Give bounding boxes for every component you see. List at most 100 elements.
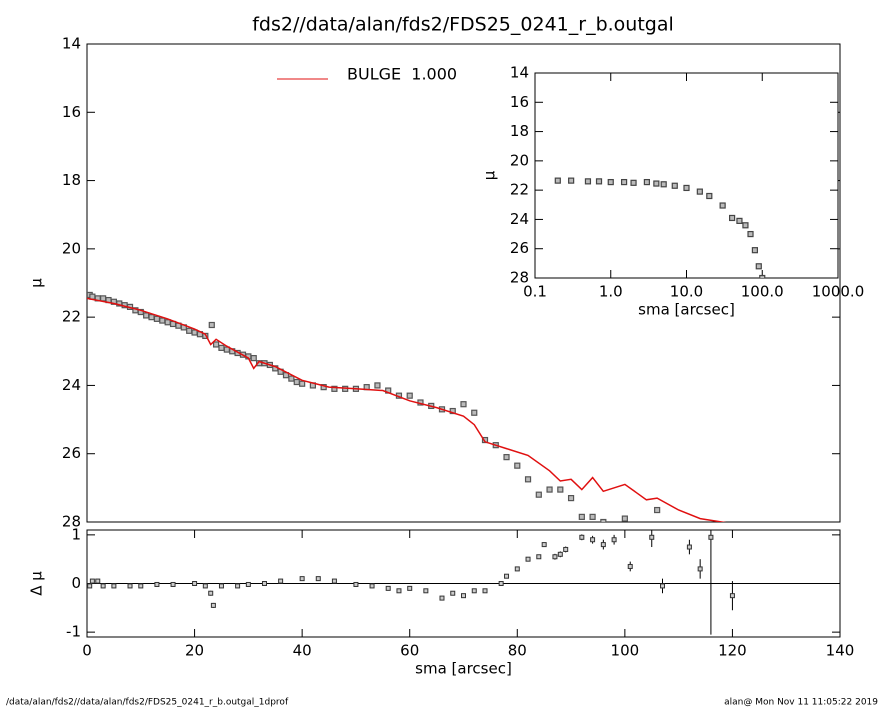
data-point: [504, 573, 510, 579]
data-point: [595, 178, 603, 185]
data-point: [568, 177, 575, 184]
data-point: [396, 588, 402, 594]
data-point: [525, 556, 531, 562]
data-point: [164, 319, 171, 326]
x-tick-label: 100.0: [741, 283, 784, 301]
y-tick-label: 20: [510, 151, 529, 169]
data-point: [524, 476, 532, 483]
data-point: [471, 588, 477, 594]
data-point: [212, 341, 220, 348]
y-tick-label: 24: [62, 376, 81, 394]
data-point: [137, 308, 144, 316]
plot-area: [87, 291, 727, 522]
model-line: [87, 297, 727, 522]
data-point: [683, 184, 690, 192]
footer-left: /data/alan/fds2//data/alan/fds2/FDS25_02…: [6, 698, 289, 708]
data-point: [293, 378, 300, 386]
y-tick-label: 24: [510, 210, 529, 228]
data-point: [208, 321, 215, 329]
data-point: [579, 534, 585, 540]
data-point: [143, 312, 150, 319]
data-point: [708, 534, 714, 540]
data-point: [450, 590, 456, 596]
data-point: [557, 486, 564, 493]
data-point: [423, 588, 429, 594]
data-point: [471, 409, 478, 416]
y-tick-label: 16: [510, 93, 529, 111]
data-point: [191, 329, 198, 336]
y-tick-label: 18: [510, 122, 529, 140]
x-tick-label: 40: [293, 642, 312, 660]
data-point: [374, 382, 381, 389]
y-tick-label: 16: [62, 103, 81, 121]
plot-area: [87, 530, 735, 635]
y-tick-label: 20: [62, 239, 81, 257]
data-point: [100, 295, 107, 302]
data-point: [751, 247, 759, 254]
data-point: [148, 314, 155, 321]
y-tick-label: -1: [66, 623, 81, 641]
y-tick-label: 14: [510, 64, 529, 82]
plot-area: [554, 177, 766, 278]
data-point: [607, 178, 614, 186]
y-tick-label: 26: [510, 239, 529, 257]
x-tick-label: 20: [185, 642, 204, 660]
data-point: [671, 182, 678, 189]
data-point: [331, 385, 338, 392]
data-point: [353, 581, 359, 587]
data-point: [261, 581, 267, 586]
data-point: [159, 317, 166, 324]
y-tick-label: 26: [62, 444, 81, 462]
data-point: [649, 534, 655, 540]
data-point: [557, 551, 563, 557]
data-point: [95, 578, 101, 584]
x-tick-label: 100: [611, 642, 640, 660]
data-point: [584, 178, 592, 185]
data-point: [736, 217, 743, 224]
data-point: [299, 380, 306, 387]
y-tick-label: 22: [62, 308, 81, 326]
data-point: [567, 495, 575, 502]
x-tick-label: 0.1: [523, 283, 547, 301]
data-point: [514, 462, 521, 469]
data-point: [536, 554, 542, 560]
data-point: [621, 515, 628, 522]
data-point: [218, 344, 225, 351]
plot-frame: [86, 43, 841, 523]
data-point: [590, 537, 596, 543]
data-point: [369, 583, 375, 589]
y-tick-label: 0: [71, 574, 81, 592]
x-tick-label: 140: [826, 642, 855, 660]
data-point: [498, 581, 504, 586]
data-point: [127, 583, 133, 589]
data-point: [100, 583, 106, 589]
data-point: [154, 581, 160, 587]
y-tick-label: 1: [71, 525, 81, 543]
x-tick-label: 1000.0: [812, 283, 865, 301]
data-point: [208, 590, 214, 596]
data-point: [153, 315, 161, 322]
data-point: [87, 583, 93, 589]
data-point: [546, 486, 553, 493]
data-point: [729, 593, 735, 599]
panel-background: [535, 73, 838, 278]
data-point: [643, 178, 650, 186]
data-point: [170, 581, 176, 587]
data-point: [503, 454, 510, 461]
x-axis-label: sma [arcsec]: [638, 301, 735, 319]
data-point: [315, 576, 321, 582]
data-point: [514, 566, 520, 572]
data-point: [235, 583, 241, 589]
data-point: [719, 202, 726, 209]
data-point: [535, 491, 542, 498]
data-point: [439, 595, 445, 601]
x-tick-label: 1.0: [599, 283, 623, 301]
data-point: [660, 181, 667, 188]
data-point: [385, 585, 391, 591]
y-axis-label: μ: [481, 170, 499, 180]
legend-label: BULGE 1.000: [347, 65, 457, 84]
y-tick-label: 28: [62, 513, 81, 531]
data-point: [578, 513, 585, 520]
y-tick-label: 14: [62, 35, 81, 53]
